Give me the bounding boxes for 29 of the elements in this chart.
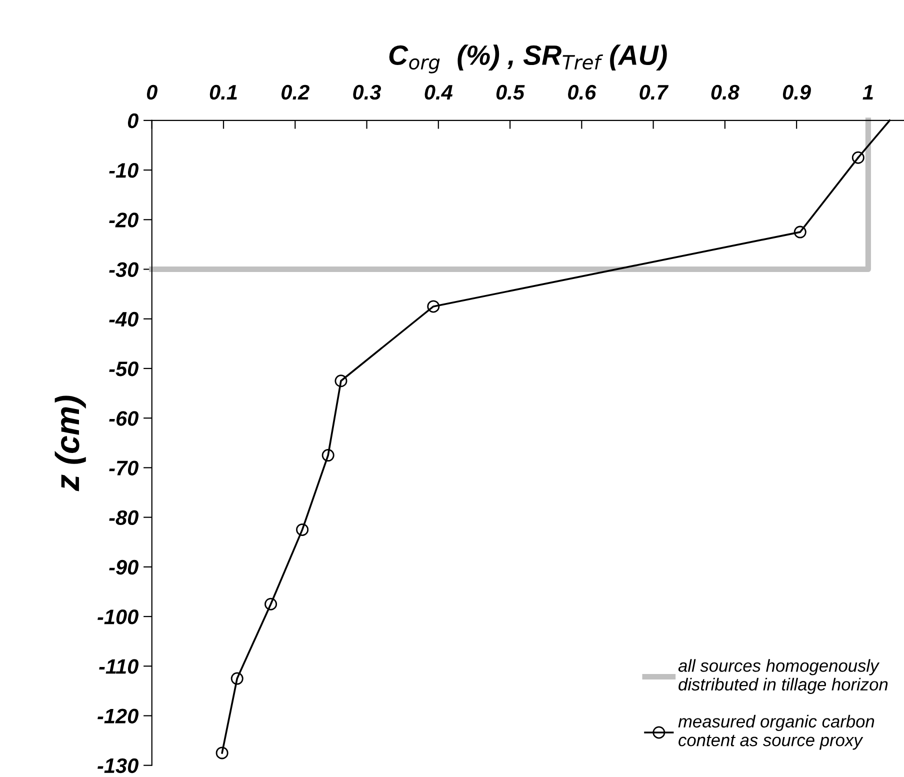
x-tick-label: 0.2 <box>282 84 310 100</box>
x-tick-label: 1 <box>862 85 873 100</box>
y-tick-label: -30 <box>109 262 138 278</box>
x-tick-label: 0.4 <box>424 84 453 100</box>
y-axis-title: z (cm) <box>54 396 86 492</box>
y-tick-label: -130 <box>98 758 138 774</box>
y-tick-label: -60 <box>109 411 138 426</box>
x-axis-title: C$_{org}$ (%) , SR$_{Tref}$ (AU) <box>389 44 667 74</box>
x-tick-label: 0.3 <box>353 84 382 100</box>
x-tick-label: 0.5 <box>496 84 525 100</box>
y-tick-label: -90 <box>109 560 138 575</box>
y-tick-label: -50 <box>109 361 138 376</box>
x-tick-label: 0.7 <box>640 84 669 100</box>
y-tick-label: -110 <box>99 659 138 674</box>
y-tick-label: -120 <box>98 708 138 724</box>
legend-label: measured organic carbon content as source proxy <box>678 714 874 750</box>
y-tick-label: -20 <box>109 212 138 228</box>
x-tick-label: 0.1 <box>210 84 237 100</box>
x-tick-label: 0 <box>146 84 158 100</box>
x-tick-label: 0.6 <box>568 84 596 100</box>
x-tick-label: 0.8 <box>711 84 740 100</box>
legend-label: all sources homogenously distributed in tillage horizon <box>678 659 888 694</box>
y-tick-label: -40 <box>109 312 138 327</box>
x-tick-label: 0.9 <box>782 84 811 100</box>
y-tick-label: -10 <box>109 163 138 178</box>
y-tick-label: -80 <box>109 510 138 526</box>
y-tick-label: -100 <box>98 610 138 624</box>
y-tick-label: -70 <box>109 460 138 476</box>
y-tick-label: 0 <box>128 113 138 128</box>
